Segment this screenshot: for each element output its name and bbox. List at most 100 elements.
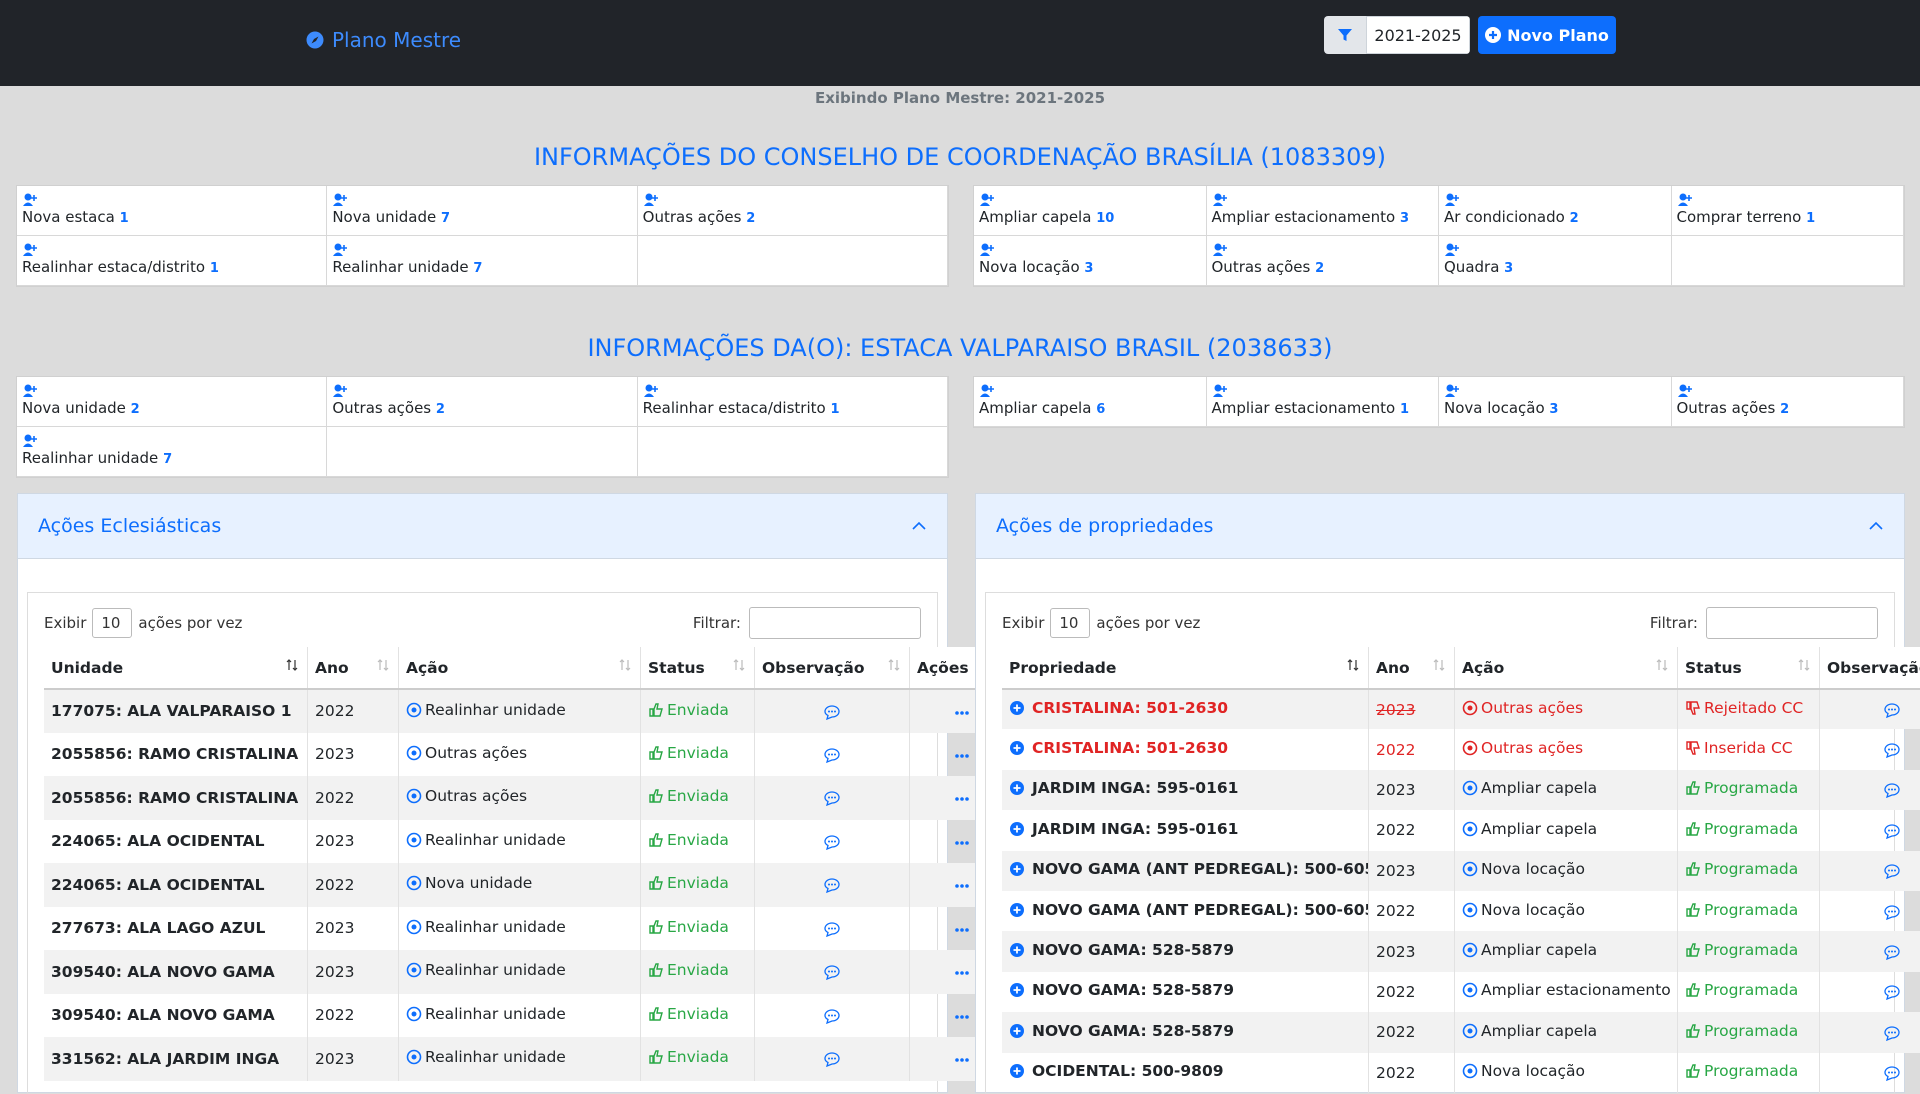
cell-note[interactable] — [1820, 729, 1920, 769]
tile-icon-part — [25, 384, 32, 391]
cell-year: 2023 — [308, 950, 399, 994]
new-plan-button[interactable]: Novo Plano — [1478, 16, 1616, 54]
tile-icon-part — [1445, 202, 1455, 206]
column-header[interactable]: Ação — [1455, 647, 1678, 689]
cell-note[interactable] — [1820, 972, 1920, 1012]
cell-note[interactable] — [1820, 891, 1920, 931]
cell-name: NOVO GAMA: 528-5879 — [1002, 1012, 1369, 1052]
cell-note[interactable] — [1820, 1012, 1920, 1052]
cell-note[interactable] — [755, 950, 910, 994]
status-text: Inserida CC — [1704, 739, 1793, 757]
note-icon-part — [828, 753, 830, 755]
status-icon-part — [1687, 1025, 1699, 1037]
column-label: Unidade — [51, 659, 123, 677]
action-wrap: Ampliar capela — [1462, 1022, 1597, 1040]
cell-note[interactable] — [755, 994, 910, 1038]
column-header[interactable]: Ano — [308, 647, 399, 689]
action-icon — [406, 745, 422, 761]
tile-label: Outras ações — [1677, 399, 1776, 417]
cell-action: Ampliar capela — [1455, 931, 1678, 971]
sort-icon-part — [378, 660, 388, 670]
column-header[interactable]: Unidade — [44, 647, 308, 689]
column-header[interactable]: Status — [641, 647, 755, 689]
action-text: Ampliar capela — [1481, 779, 1597, 797]
cell-status: Programada — [1678, 891, 1820, 931]
note-icon-part — [1894, 991, 1896, 993]
status-icon — [648, 788, 664, 804]
note-icon-part — [828, 1058, 830, 1060]
column-header[interactable]: Observação — [1820, 647, 1920, 689]
cell-note[interactable] — [755, 820, 910, 864]
cell-note[interactable] — [1820, 770, 1920, 810]
panel-header[interactable]: Ações de propriedades — [976, 494, 1904, 559]
tile-icon-part — [23, 443, 33, 447]
tile-label: Realinhar estaca/distrito — [22, 258, 205, 276]
section-title: INFORMAÇÕES DO CONSELHO DE COORDENAÇÃO B… — [0, 143, 1920, 171]
name-text: CRISTALINA: 501-2630 — [1032, 699, 1228, 717]
cell-note[interactable] — [755, 863, 910, 907]
filter-input[interactable] — [1706, 607, 1878, 639]
name-text: NOVO GAMA: 528-5879 — [1032, 1022, 1234, 1040]
filter-input[interactable] — [749, 607, 921, 639]
status-wrap: Rejeitado CC — [1685, 699, 1803, 717]
cell-note[interactable] — [755, 907, 910, 951]
action-wrap: Realinhar unidade — [406, 1005, 566, 1023]
status-wrap: Programada — [1685, 860, 1798, 878]
status-icon — [1685, 740, 1701, 756]
column-header[interactable]: Propriedade — [1002, 647, 1369, 689]
page-size[interactable]: 10 — [1050, 608, 1090, 638]
per-page-label: ações por vez — [138, 614, 242, 632]
column-header[interactable]: Ação — [399, 647, 641, 689]
expand-icon — [1009, 942, 1025, 958]
column-header[interactable]: Observação — [755, 647, 910, 689]
brand[interactable]: Plano Mestre — [306, 28, 461, 52]
note-icon-part — [1894, 1031, 1896, 1033]
cell-note[interactable] — [1820, 851, 1920, 891]
menu-icon-part — [965, 797, 969, 801]
filter-value[interactable]: 2021-2025 — [1366, 16, 1470, 54]
cell-note[interactable] — [755, 1037, 910, 1081]
note-icon-part — [831, 927, 833, 929]
cell-note[interactable] — [1820, 810, 1920, 850]
name-text: CRISTALINA: 501-2630 — [1032, 739, 1228, 757]
tile-icon-part — [1447, 193, 1454, 200]
tile-icon-row — [979, 240, 1201, 258]
tile-count: 2 — [746, 211, 755, 226]
tile-label: Nova unidade — [22, 399, 126, 417]
status-wrap: Enviada — [648, 918, 729, 936]
tile-icon — [979, 192, 995, 208]
status-text: Enviada — [667, 1005, 729, 1023]
panel-header[interactable]: Ações Eclesiásticas — [18, 494, 947, 559]
status-wrap: Programada — [1685, 779, 1798, 797]
status-wrap: Enviada — [648, 961, 729, 979]
note-icon-part — [834, 971, 836, 973]
filter-button[interactable] — [1324, 16, 1366, 54]
column-header[interactable]: Status — [1678, 647, 1820, 689]
cell-year: 2023 — [1369, 770, 1455, 810]
page-size[interactable]: 10 — [92, 608, 132, 638]
column-header[interactable]: Ano — [1369, 647, 1455, 689]
cell-note[interactable] — [1820, 931, 1920, 971]
cell-note[interactable] — [1820, 1053, 1920, 1093]
note-icon-part — [1891, 910, 1893, 912]
tile-icon-row — [1444, 240, 1666, 258]
cell-note[interactable] — [1820, 689, 1920, 729]
tile-icon-part — [1214, 243, 1221, 250]
note-icon-part — [828, 884, 830, 886]
note-icon-part — [1891, 951, 1893, 953]
tile-icon-part — [1453, 245, 1459, 251]
note-icon-part — [1888, 951, 1890, 953]
action-icon-part — [412, 881, 417, 886]
cell-note[interactable] — [755, 733, 910, 777]
cell-note[interactable] — [755, 689, 910, 733]
cell-note[interactable] — [755, 776, 910, 820]
collapse-icon — [1868, 518, 1884, 534]
action-icon — [406, 1049, 422, 1065]
cell-action: Realinhar unidade — [399, 689, 641, 733]
tile-icon-part — [1678, 393, 1688, 397]
